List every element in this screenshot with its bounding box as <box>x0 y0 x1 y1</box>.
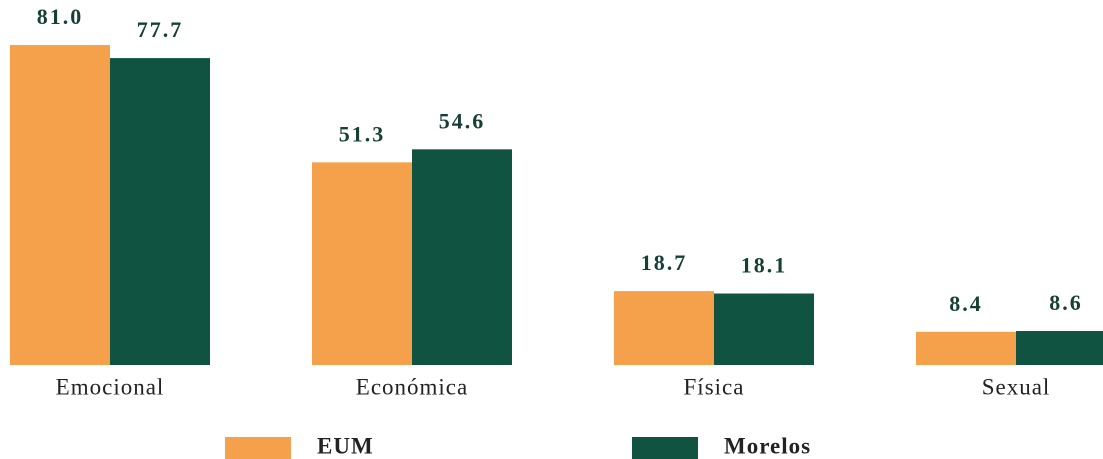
data-label: 8.6 <box>1049 290 1083 315</box>
legend-swatch <box>632 437 698 459</box>
bar <box>312 162 412 365</box>
bar <box>10 45 110 366</box>
data-label: 77.7 <box>137 17 184 42</box>
data-label: 18.7 <box>641 250 688 275</box>
data-label: 18.1 <box>741 253 788 278</box>
bar <box>1016 331 1103 365</box>
data-label: 8.4 <box>949 291 983 316</box>
x-tick-label: Sexual <box>982 374 1051 399</box>
x-tick-label: Física <box>684 374 745 399</box>
bar <box>110 58 210 366</box>
bar <box>916 331 1016 365</box>
bar <box>714 293 814 365</box>
bar <box>614 291 714 365</box>
data-label: 54.6 <box>439 108 486 133</box>
legend-label: EUM <box>317 433 374 458</box>
data-label: 81.0 <box>37 4 84 29</box>
data-label: 51.3 <box>339 121 386 146</box>
x-tick-label: Económica <box>356 374 468 399</box>
legend-label: Morelos <box>724 433 811 458</box>
x-tick-label: Emocional <box>56 374 165 399</box>
bar <box>412 149 512 365</box>
legend-swatch <box>225 437 291 459</box>
